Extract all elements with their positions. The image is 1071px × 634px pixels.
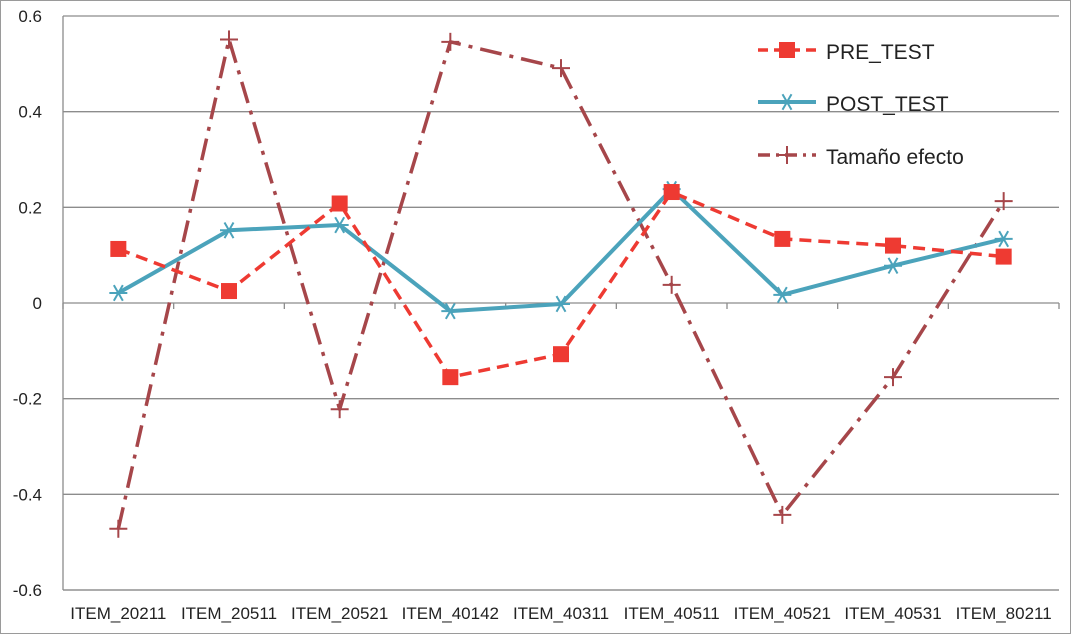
y-tick-label: 0 [33,294,42,313]
x-tick-label: ITEM_20521 [291,604,388,623]
data-point-pre-test [995,248,1012,265]
legend: PRE_TEST POST_TEST Tamaño efecto [758,41,964,169]
legend-swatch-post-test [758,93,816,111]
legend-entry-pre-test: PRE_TEST [758,41,935,64]
data-point-pre-test [110,240,127,257]
data-point-post-test [109,284,128,302]
data-point-pre-test [553,346,569,363]
x-tick-label: ITEM_20211 [70,604,166,623]
series-tamano-efecto [109,30,1013,538]
data-point-post-test [773,286,792,304]
data-point-post-test [220,221,238,239]
y-tick-label: -0.6 [13,581,42,600]
data-point-tamano-efecto [773,505,792,524]
x-tick-label: ITEM_40531 [844,604,941,623]
data-point-pre-test [331,195,348,212]
legend-label-tamano-efecto: Tamaño efecto [826,146,964,169]
series [109,30,1013,538]
legend-entry-tamano-efecto: Tamaño efecto [758,146,964,169]
x-tick-label: ITEM_20511 [181,604,277,623]
data-point-tamano-efecto [330,400,349,419]
series-line-tamano-efecto [116,37,1006,530]
x-tick-label: ITEM_40142 [402,604,499,623]
y-tick-label: 0.6 [18,7,42,26]
y-tick-labels: 0.6 0.4 0.2 0 -0.2 -0.4 -0.6 [13,7,42,600]
data-point-pre-test [663,184,680,201]
legend-label-pre-test: PRE_TEST [826,41,935,64]
y-tick-label: 0.2 [18,198,42,217]
data-point-pre-test [442,369,459,386]
data-point-pre-test [774,230,791,247]
y-tick-label: -0.4 [13,485,42,504]
x-tick-labels: ITEM_20211 ITEM_20511 ITEM_20521 ITEM_40142… [70,604,1051,623]
x-tick-label: ITEM_40511 [624,604,720,623]
legend-entry-post-test: POST_TEST [758,93,949,116]
legend-marker [778,146,796,164]
legend-marker [778,93,796,111]
x-tick-label: ITEM_80211 [956,604,1052,623]
data-point-post-test [552,295,570,313]
data-point-tamano-efecto [884,368,902,387]
legend-label-post-test: POST_TEST [826,93,949,116]
data-point-post-test [441,302,460,320]
data-point-pre-test [885,237,901,254]
data-point-post-test [994,230,1013,248]
data-point-post-test [884,257,902,274]
data-point-tamano-efecto [109,519,128,538]
data-point-tamano-efecto [994,192,1013,211]
series-pre-test [110,184,1012,386]
x-tick-label: ITEM_40521 [734,604,831,623]
data-point-tamano-efecto [441,32,460,51]
data-point-tamano-efecto [552,59,570,78]
data-point-tamano-efecto [662,275,681,294]
x-tick-label: ITEM_40311 [513,604,609,623]
series-post-test [109,180,1013,320]
y-tick-label: 0.4 [18,103,42,122]
data-point-pre-test [221,283,237,300]
legend-marker [779,42,795,58]
y-tick-label: -0.2 [13,390,42,409]
legend-swatch-pre-test [758,42,816,58]
data-point-tamano-efecto [220,30,238,49]
data-point-post-test [330,216,349,234]
legend-swatch-tamano-efecto [758,146,816,164]
